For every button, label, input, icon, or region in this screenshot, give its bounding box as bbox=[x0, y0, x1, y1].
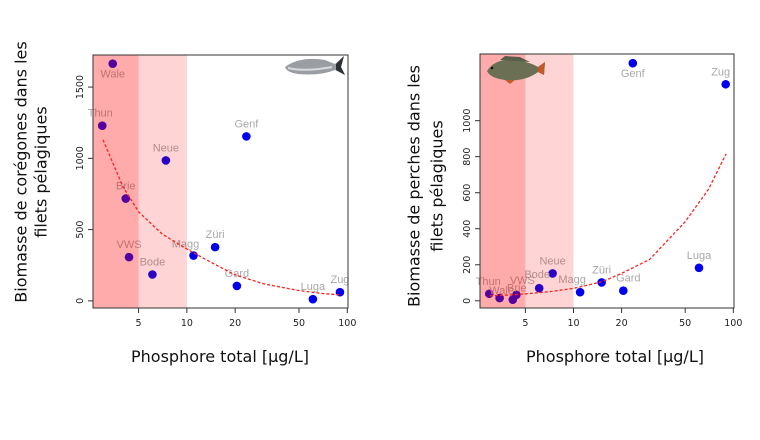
data-point-gard bbox=[619, 286, 628, 296]
data-point-züri bbox=[210, 242, 220, 252]
data-point-luga bbox=[694, 263, 704, 273]
x-tick-label: 100 bbox=[724, 318, 742, 329]
point-label: Luga bbox=[687, 250, 712, 262]
plot-frame bbox=[92, 54, 349, 309]
x-axis-title: Phosphore total [µg/L] bbox=[131, 347, 309, 366]
trend-line bbox=[489, 153, 727, 297]
point-label: Bode bbox=[140, 257, 166, 269]
point-label: Brie bbox=[507, 283, 527, 295]
y-tick-label: 1000 bbox=[462, 109, 473, 133]
x-tick-label: 50 bbox=[293, 318, 305, 329]
point-label: Genf bbox=[234, 118, 259, 130]
shaded-range-2 bbox=[138, 55, 187, 308]
whitefish-chart: Wale Thun Brie VWS Bode Neue Magg Züri Genf Gard L… bbox=[12, 41, 357, 366]
y-tick-label: 200 bbox=[462, 256, 473, 274]
y-tick-label: 1500 bbox=[75, 75, 86, 99]
x-tick-label: 10 bbox=[181, 318, 193, 329]
point-label: Bode bbox=[524, 269, 550, 281]
data-point-neue bbox=[161, 156, 171, 165]
data-point-genf bbox=[242, 132, 251, 141]
point-label: Genf bbox=[621, 68, 646, 80]
shaded-range-1 bbox=[93, 55, 139, 308]
point-label: Gard bbox=[225, 268, 249, 280]
data-point-wale bbox=[108, 59, 118, 68]
point-label: Züri bbox=[206, 229, 225, 241]
data-point-neue bbox=[548, 269, 557, 278]
x-tick-label: 20 bbox=[229, 318, 241, 329]
point-label: Thun bbox=[476, 276, 501, 288]
point-label: Magg bbox=[172, 239, 200, 251]
point-label: Wale bbox=[489, 285, 514, 297]
shaded-range-2 bbox=[525, 54, 574, 308]
y-axis-title: Biomasse de corégones dans les bbox=[12, 41, 31, 302]
y-tick-label: 800 bbox=[462, 148, 473, 166]
data-point-magg bbox=[575, 287, 585, 297]
x-tick-label: 100 bbox=[338, 318, 356, 329]
fish-body bbox=[487, 59, 545, 81]
trend-line bbox=[102, 139, 341, 296]
data-point-luga bbox=[308, 294, 318, 304]
fish-tail bbox=[336, 56, 345, 75]
point-label: Magg bbox=[558, 274, 586, 286]
point-label: VWS bbox=[116, 239, 141, 251]
point-label: Brie bbox=[116, 181, 136, 193]
point-label: Neue bbox=[153, 142, 179, 154]
y-tick-label: 400 bbox=[462, 220, 473, 238]
data-point-gard bbox=[232, 281, 242, 291]
y-axis-title: Biomasse de perches dans les bbox=[405, 65, 424, 307]
data-point-brie bbox=[121, 194, 131, 203]
point-label: Gard bbox=[616, 273, 640, 285]
point-label: Zug bbox=[330, 274, 349, 286]
y-tick-label: 0 bbox=[75, 298, 86, 304]
y-tick-label: 500 bbox=[75, 221, 86, 239]
data-point-vws bbox=[124, 252, 134, 262]
y-tick-label: 1000 bbox=[75, 146, 86, 170]
shaded-range-1 bbox=[480, 54, 526, 308]
whitefish-icon bbox=[285, 56, 345, 75]
x-tick-label: 5 bbox=[522, 318, 528, 329]
data-point-magg bbox=[189, 251, 198, 260]
fish-fin bbox=[500, 56, 530, 62]
point-label: Thun bbox=[88, 108, 113, 120]
point-label: Züri bbox=[592, 264, 611, 276]
point-label: Zug bbox=[711, 66, 730, 78]
x-tick-label: 50 bbox=[679, 318, 691, 329]
perch-icon bbox=[487, 56, 545, 84]
y-axis-title: filets pélagiques bbox=[428, 120, 447, 251]
fish-belly bbox=[287, 66, 333, 71]
data-point-bode bbox=[534, 283, 544, 293]
y-axis-title: filets pélagiques bbox=[32, 106, 51, 237]
y-tick-label: 600 bbox=[462, 184, 473, 202]
fish-eye bbox=[490, 66, 494, 70]
plot-frame bbox=[479, 53, 735, 309]
data-point-bode bbox=[148, 270, 157, 279]
x-tick-label: 10 bbox=[567, 318, 579, 329]
x-axis-title: Phosphore total [µg/L] bbox=[526, 347, 704, 366]
y-tick-label: 0 bbox=[462, 298, 473, 304]
data-point-zug bbox=[721, 79, 730, 89]
data-point-thun bbox=[97, 121, 107, 130]
fish-tail bbox=[505, 62, 545, 84]
point-label: Luga bbox=[301, 281, 326, 293]
point-label: VWS bbox=[510, 275, 535, 287]
x-tick-label: 5 bbox=[136, 318, 142, 329]
point-label: Wale bbox=[100, 69, 125, 81]
data-point-genf bbox=[628, 58, 638, 68]
point-label: Neue bbox=[539, 255, 565, 267]
x-tick-label: 20 bbox=[616, 318, 628, 329]
